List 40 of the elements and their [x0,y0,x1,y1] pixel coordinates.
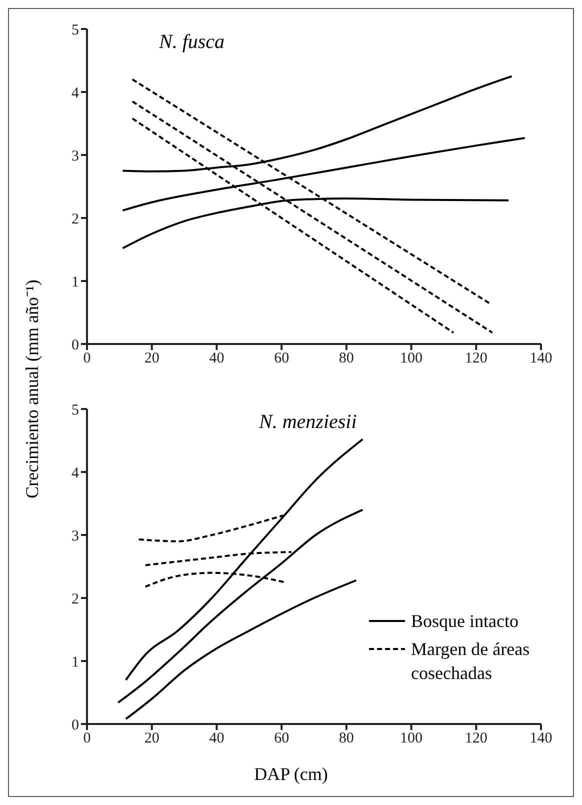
legend-label: Bosque intacto [411,610,518,633]
y-tick-label: 1 [72,274,79,290]
y-tick-label: 2 [72,211,79,228]
x-tick-label: 20 [144,730,160,747]
x-tick-label: 60 [274,350,290,367]
x-tick-label: 140 [530,350,552,367]
x-tick-label: 100 [400,730,423,747]
x-tick-label: 140 [530,730,552,747]
x-tick-label: 40 [209,350,224,367]
line-series [144,551,292,566]
x-tick-label: 0 [83,350,91,367]
x-tick-label: 20 [144,350,160,367]
x-tick-label: 120 [464,350,488,367]
y-tick-label: 2 [72,591,79,608]
line-series [124,438,364,681]
y-tick-label: 3 [72,528,79,544]
y-tick-label: 4 [72,85,80,102]
x-axis-title: DAP (cm) [253,764,329,785]
x-tick-label: 120 [464,730,488,747]
x-tick-label: 80 [338,730,354,747]
y-axis-title: Crecimiento anual (mm año⁻¹) [21,280,43,498]
x-tick-label: 100 [400,350,423,367]
line-series [144,572,286,588]
x-tick-label: 60 [274,730,290,747]
line-series [138,514,284,542]
y-tick-label: 4 [72,465,80,482]
y-tick-label: 0 [72,717,79,734]
y-tick-label: 5 [72,22,79,38]
x-tick-label: 40 [209,730,224,747]
y-tick-label: 3 [72,148,79,164]
legend-label: Margen de áreas cosechadas [411,638,531,685]
y-tick-label: 5 [72,402,79,418]
y-tick-label: 0 [72,337,79,354]
chart-title: N. menziesii [259,411,357,434]
y-tick-label: 1 [72,654,79,670]
line-series [124,579,358,720]
x-tick-label: 0 [83,730,91,747]
chart-title: N. fusca [159,31,225,54]
x-tick-label: 80 [338,350,354,367]
line-series [117,508,364,704]
